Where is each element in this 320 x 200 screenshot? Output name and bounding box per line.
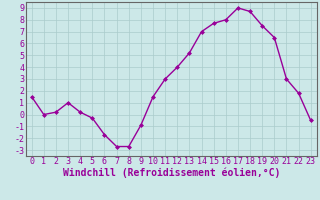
X-axis label: Windchill (Refroidissement éolien,°C): Windchill (Refroidissement éolien,°C) [62,168,280,178]
